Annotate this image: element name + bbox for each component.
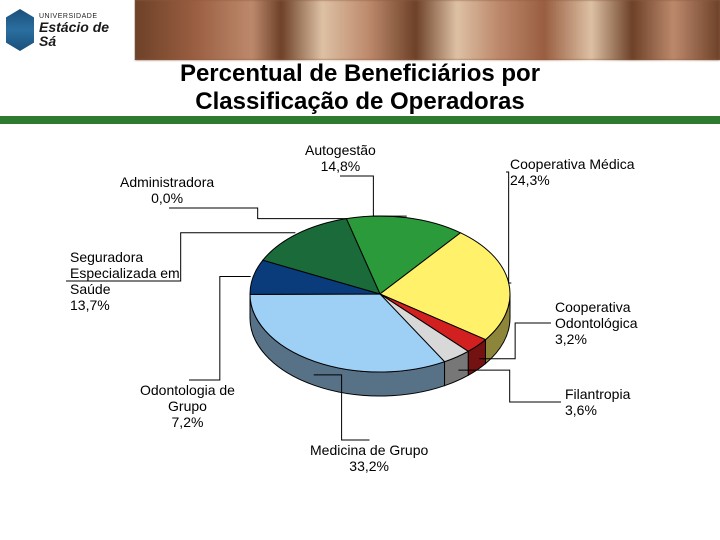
label-autogestao: Autogestão 14,8% (305, 142, 376, 174)
label-seguradora: Seguradora Especializada em Saúde 13,7% (70, 249, 180, 313)
label-odonto_grupo: Odontologia de Grupo 7,2% (140, 382, 235, 430)
label-medicina_grupo: Medicina de Grupo 33,2% (310, 442, 428, 474)
title-bar: Percentual de Beneficiários por Classifi… (0, 60, 720, 124)
label-administradora: Administradora 0,0% (120, 174, 214, 206)
label-coop_medica: Cooperativa Médica 24,3% (510, 156, 635, 188)
leader-coop_medica (506, 172, 511, 283)
leader-filantropia (458, 370, 561, 402)
leader-autogestao (340, 176, 407, 216)
pie-chart: Autogestão 14,8% Cooperativa Médica 24,3%… (0, 124, 720, 540)
leader-odonto_grupo (189, 276, 251, 380)
university-logo: UNIVERSIDADE Estácio de Sá (0, 0, 135, 60)
label-filantropia: Filantropia 3,6% (565, 386, 630, 418)
logo-name: Estácio de Sá (39, 20, 128, 48)
leader-administradora (169, 208, 346, 219)
header-banner: UNIVERSIDADE Estácio de Sá (0, 0, 720, 60)
label-coop_odonto: Cooperativa Odontológica 3,2% (555, 299, 638, 347)
slide-title-line1: Percentual de Beneficiários por (180, 60, 540, 88)
logo-shield-icon (6, 9, 34, 51)
slide-title-line2: Classificação de Operadoras (195, 88, 524, 116)
header-photo (135, 0, 720, 60)
